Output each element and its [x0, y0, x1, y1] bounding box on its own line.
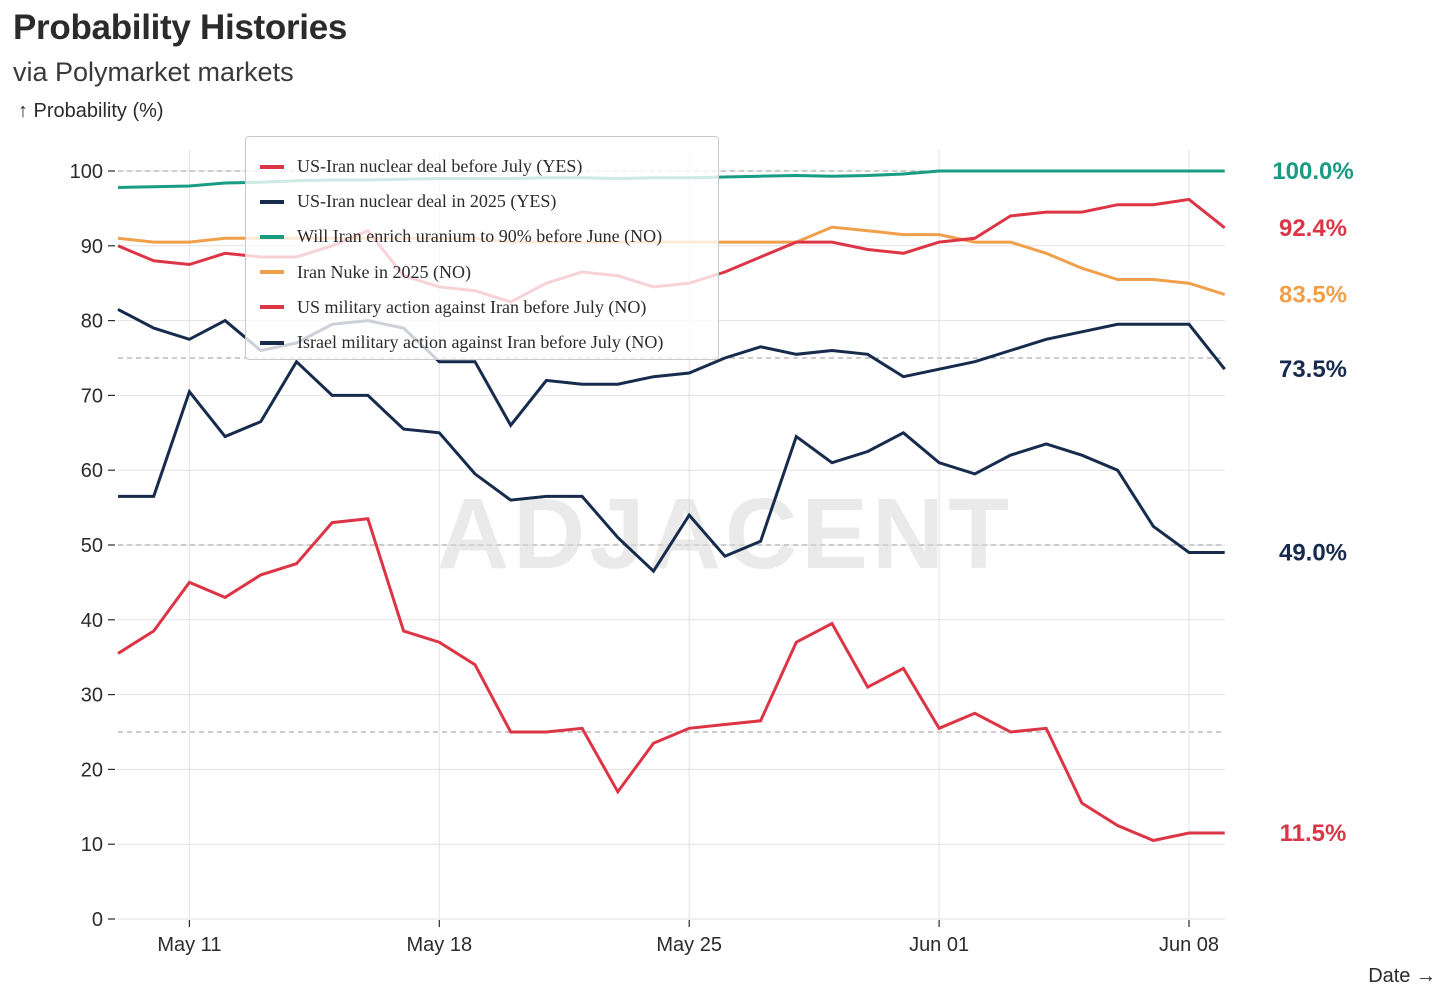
y-tick-label: 30: [81, 685, 103, 707]
y-tick-label: 90: [81, 236, 103, 258]
y-tick-label: 80: [81, 311, 103, 333]
legend-swatch: [260, 234, 284, 239]
x-tick-label: May 25: [656, 934, 722, 956]
y-tick-label: 100: [70, 161, 103, 183]
legend-swatch: [260, 305, 284, 310]
legend-swatch: [260, 164, 284, 169]
y-tick-label: 70: [81, 385, 103, 407]
legend-item: Will Iran enrich uranium to 90% before J…: [258, 219, 718, 254]
end-value-label: 73.5%: [1279, 356, 1347, 383]
end-value-label: 100.0%: [1272, 158, 1353, 185]
legend-swatch: [260, 270, 284, 275]
y-tick-label: 20: [81, 759, 103, 781]
x-axis-label: Date →: [1368, 965, 1436, 987]
y-axis-label: ↑ Probability (%): [18, 100, 164, 122]
legend-label: Iran Nuke in 2025 (NO): [297, 261, 471, 282]
y-tick-label: 50: [81, 535, 103, 557]
watermark: ADJACENT: [437, 478, 1013, 590]
end-value-label: 49.0%: [1279, 539, 1347, 566]
legend-item: US-Iran nuclear deal before July (YES): [258, 149, 718, 184]
legend-item: Israel military action against Iran befo…: [258, 325, 718, 360]
chart-subtitle: via Polymarket markets: [13, 57, 294, 87]
x-tick-label: Jun 08: [1159, 934, 1219, 956]
legend-label: US-Iran nuclear deal before July (YES): [297, 156, 583, 177]
legend-swatch: [260, 199, 284, 204]
axes: 0 10 20 30 40 50 60 70 80 90 100 May 11 May 18 May 25…: [70, 161, 1219, 956]
y-tick-label: 10: [81, 834, 103, 856]
end-value-label: 92.4%: [1279, 215, 1347, 242]
y-tick-label: 0: [92, 909, 103, 931]
legend-label: Israel military action against Iran befo…: [297, 332, 664, 353]
end-labels: 11.5% 49.0% 100.0% 83.5% 92.4% 73.5%: [1272, 158, 1353, 847]
x-tick-label: May 11: [157, 934, 221, 956]
series-line-1: [117, 517, 1225, 843]
legend: US-Iran nuclear deal before July (YES) US…: [245, 136, 719, 360]
legend-item: US military action against Iran before J…: [258, 290, 718, 325]
legend-label: US-Iran nuclear deal in 2025 (YES): [297, 191, 557, 212]
y-tick-label: 40: [81, 610, 103, 632]
end-value-label: 11.5%: [1280, 820, 1347, 847]
y-tick-label: 60: [81, 460, 103, 482]
legend-label: Will Iran enrich uranium to 90% before J…: [297, 226, 663, 247]
x-tick-label: May 18: [407, 934, 473, 956]
end-value-label: 83.5%: [1279, 281, 1347, 308]
chart-title: Probability Histories: [13, 8, 348, 47]
x-tick-label: Jun 01: [909, 934, 969, 956]
legend-label: US military action against Iran before J…: [297, 296, 647, 317]
legend-item: Iran Nuke in 2025 (NO): [258, 255, 718, 290]
series-line-2: [118, 359, 1225, 574]
legend-swatch: [260, 340, 284, 345]
legend-item: US-Iran nuclear deal in 2025 (YES): [258, 184, 718, 219]
